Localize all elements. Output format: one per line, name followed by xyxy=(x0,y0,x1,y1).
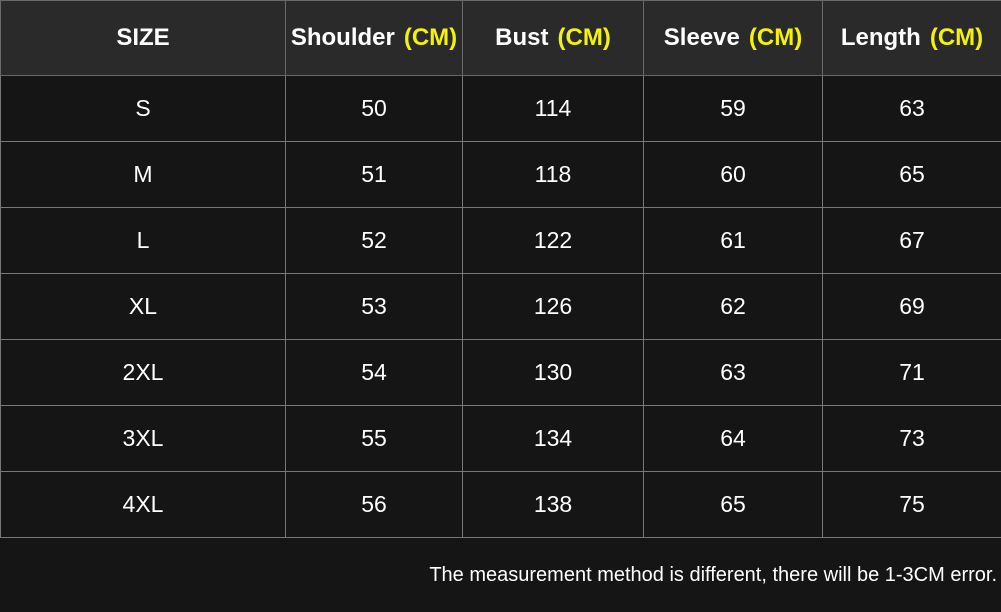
cell-shoulder: 56 xyxy=(285,471,463,538)
cell-length: 69 xyxy=(822,273,1001,340)
cell-length: 73 xyxy=(822,405,1001,472)
cell-size: 3XL xyxy=(0,405,286,472)
cell-shoulder: 50 xyxy=(285,75,463,142)
cell-shoulder: 53 xyxy=(285,273,463,340)
cell-bust: 118 xyxy=(462,141,644,208)
cell-shoulder: 55 xyxy=(285,405,463,472)
size-chart-header: SIZE Shoulder (CM) Bust (CM) Sleeve (CM) Le… xyxy=(0,0,1001,76)
table-row-3xl: 3XL 55 134 64 73 xyxy=(0,405,1001,472)
cell-bust: 130 xyxy=(462,339,644,406)
cell-length: 63 xyxy=(822,75,1001,142)
column-header-sleeve: Sleeve (CM) xyxy=(643,0,823,76)
column-unit: (CM) xyxy=(748,24,803,51)
size-chart-table: SIZE Shoulder (CM) Bust (CM) Sleeve (CM) Le… xyxy=(0,0,1001,538)
column-unit: (CM) xyxy=(929,24,984,51)
column-header-length: Length (CM) xyxy=(822,0,1001,76)
column-label: Sleeve xyxy=(663,24,740,51)
cell-bust: 138 xyxy=(462,471,644,538)
column-header-bust: Bust (CM) xyxy=(462,0,644,76)
table-row-4xl: 4XL 56 138 65 75 xyxy=(0,471,1001,538)
cell-length: 75 xyxy=(822,471,1001,538)
cell-sleeve: 59 xyxy=(643,75,823,142)
cell-length: 71 xyxy=(822,339,1001,406)
cell-bust: 126 xyxy=(462,273,644,340)
size-chart-body: S 50 114 59 63 M 51 118 60 65 L 52 122 6… xyxy=(0,75,1001,538)
table-row-m: M 51 118 60 65 xyxy=(0,141,1001,208)
cell-sleeve: 65 xyxy=(643,471,823,538)
column-unit: (CM) xyxy=(557,24,611,51)
cell-size: 2XL xyxy=(0,339,286,406)
cell-size: M xyxy=(0,141,286,208)
cell-size: S xyxy=(0,75,286,142)
column-label: SIZE xyxy=(116,24,170,51)
cell-shoulder: 54 xyxy=(285,339,463,406)
column-header-shoulder: Shoulder (CM) xyxy=(285,0,463,76)
column-header-size: SIZE xyxy=(0,0,286,76)
cell-sleeve: 62 xyxy=(643,273,823,340)
column-unit: (CM) xyxy=(403,24,458,51)
cell-sleeve: 63 xyxy=(643,339,823,406)
table-row-xl: XL 53 126 62 69 xyxy=(0,273,1001,340)
cell-bust: 122 xyxy=(462,207,644,274)
table-row-2xl: 2XL 54 130 63 71 xyxy=(0,339,1001,406)
column-label: Length xyxy=(840,24,921,51)
table-row-l: L 52 122 61 67 xyxy=(0,207,1001,274)
footer-area: The measurement method is different, the… xyxy=(0,538,1001,612)
column-label: Shoulder xyxy=(290,24,395,51)
cell-shoulder: 51 xyxy=(285,141,463,208)
cell-sleeve: 60 xyxy=(643,141,823,208)
cell-size: XL xyxy=(0,273,286,340)
cell-length: 67 xyxy=(822,207,1001,274)
cell-sleeve: 64 xyxy=(643,405,823,472)
cell-bust: 134 xyxy=(462,405,644,472)
header-row: SIZE Shoulder (CM) Bust (CM) Sleeve (CM) Le… xyxy=(0,0,1001,76)
cell-size: L xyxy=(0,207,286,274)
table-row-s: S 50 114 59 63 xyxy=(0,75,1001,142)
cell-bust: 114 xyxy=(462,75,644,142)
cell-length: 65 xyxy=(822,141,1001,208)
cell-sleeve: 61 xyxy=(643,207,823,274)
measurement-note: The measurement method is different, the… xyxy=(429,563,997,586)
cell-shoulder: 52 xyxy=(285,207,463,274)
cell-size: 4XL xyxy=(0,471,286,538)
column-label: Bust xyxy=(495,24,549,51)
